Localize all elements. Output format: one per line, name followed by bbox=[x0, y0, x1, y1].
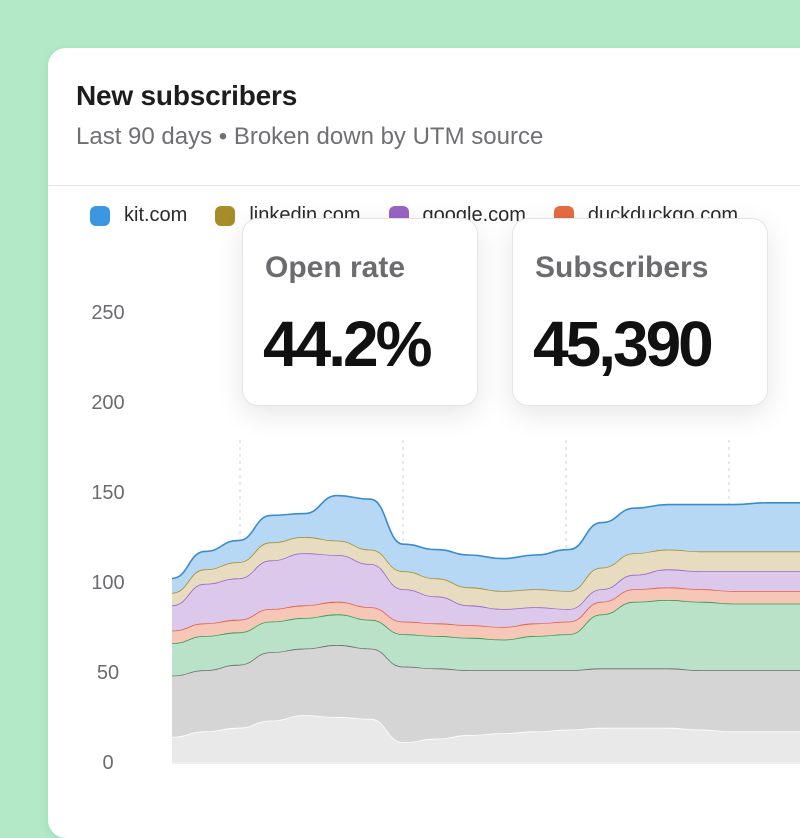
open-rate-card: Open rate 44.2% bbox=[242, 218, 478, 406]
subscribers-label: Subscribers bbox=[535, 251, 709, 284]
area-series-layer-2 bbox=[172, 600, 800, 676]
y-tick-label: 100 bbox=[91, 572, 124, 594]
open-rate-label: Open rate bbox=[265, 251, 406, 284]
stacked-area-chart: 0 50 100 150 200 250 bbox=[91, 302, 800, 774]
series-line bbox=[171, 494, 800, 580]
y-tick-label: 200 bbox=[91, 392, 124, 414]
plot-area: 0 50 100 150 200 250 bbox=[91, 302, 800, 774]
y-tick-label: 0 bbox=[102, 752, 113, 774]
subscribers-value: 45,390 bbox=[533, 308, 714, 380]
area-series-linkedin.com bbox=[172, 537, 800, 609]
legend-item-kit[interactable]: kit.com bbox=[90, 204, 187, 227]
card-subtitle: Last 90 days • Broken down by UTM source bbox=[76, 123, 544, 150]
area-series-duckduckgo.com bbox=[172, 587, 800, 644]
open-rate-value: 44.2% bbox=[263, 308, 432, 380]
linkedin-swatch-icon bbox=[215, 205, 236, 226]
y-tick-label: 150 bbox=[91, 482, 124, 504]
area-series-layer-0 bbox=[172, 715, 800, 762]
y-tick-label: 250 bbox=[91, 302, 124, 324]
card-title: New subscribers bbox=[76, 80, 298, 111]
kit-swatch-icon bbox=[90, 205, 110, 226]
area-series-google.com bbox=[172, 553, 800, 631]
divider bbox=[48, 185, 800, 186]
subscribers-stat-card: Subscribers 45,390 bbox=[512, 218, 768, 406]
area-series-layer-1 bbox=[172, 645, 800, 743]
legend-label: kit.com bbox=[124, 204, 188, 226]
area-series-kit.com bbox=[172, 495, 800, 593]
y-tick-label: 50 bbox=[97, 662, 119, 684]
